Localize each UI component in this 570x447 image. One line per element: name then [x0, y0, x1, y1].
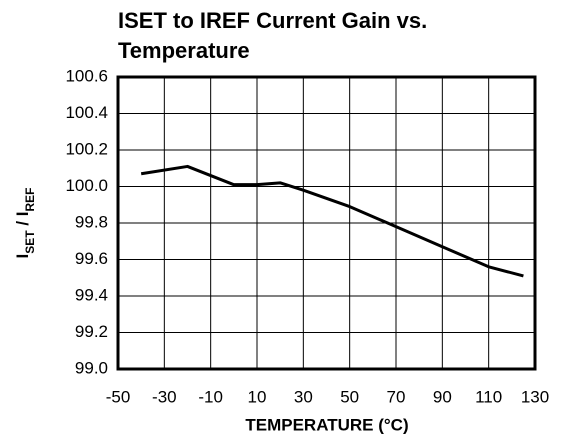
y-tick-label: 99.6 — [75, 249, 108, 268]
y-axis-label-part: I — [13, 254, 32, 259]
x-tick-label: -10 — [198, 387, 223, 406]
x-tick-label: -30 — [152, 387, 177, 406]
y-tick-label: 100.2 — [65, 139, 108, 158]
y-tick-label: 100.4 — [65, 103, 108, 122]
y-axis-label: ISET / IREF — [13, 188, 37, 259]
y-tick-label: 100.0 — [65, 176, 108, 195]
y-tick-label: 99.0 — [75, 358, 108, 377]
x-tick-label: 30 — [294, 387, 313, 406]
y-tick-label: 100.6 — [65, 66, 108, 85]
x-tick-label: 110 — [475, 387, 502, 406]
chart-title: Temperature — [118, 38, 250, 63]
y-tick-label: 99.8 — [75, 212, 108, 231]
x-tick-label: -50 — [106, 387, 131, 406]
x-tick-label: 50 — [340, 387, 359, 406]
x-tick-label: 90 — [433, 387, 452, 406]
plot-border — [116, 75, 537, 371]
x-tick-label: 10 — [248, 387, 267, 406]
y-tick-label: 99.2 — [75, 322, 108, 341]
data-line — [140, 164, 524, 278]
y-axis-label-part: SET — [23, 230, 37, 254]
y-tick-label: 99.4 — [75, 285, 108, 304]
x-tick-label: 70 — [387, 387, 406, 406]
x-axis-label: TEMPERATURE (°C) — [245, 415, 408, 434]
y-axis-label-part: REF — [23, 188, 37, 212]
x-tick-label: 130 — [521, 387, 549, 406]
y-axis-label-part: / I — [13, 212, 32, 231]
chart-title: ISET to IREF Current Gain vs. — [118, 8, 427, 33]
